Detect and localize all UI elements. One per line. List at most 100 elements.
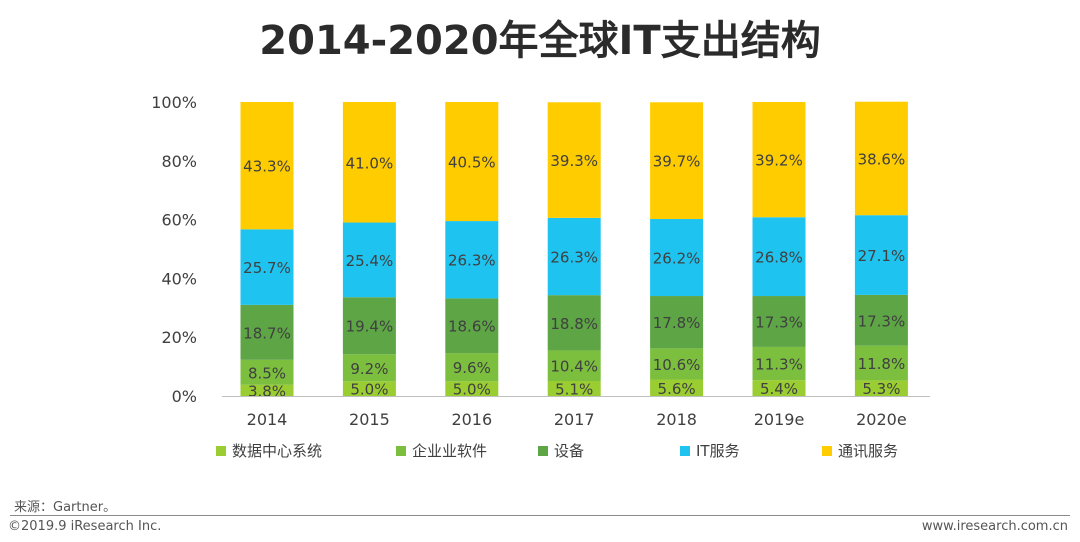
x-tick-label: 2017 [554, 410, 595, 429]
bar-segment [445, 298, 499, 354]
data-label: 25.7% [243, 259, 291, 277]
bar-segment [445, 102, 499, 222]
bar-segment [445, 353, 499, 382]
data-label: 10.6% [653, 356, 701, 374]
website-text: www.iresearch.com.cn [921, 519, 1068, 534]
bar-segment [752, 102, 806, 218]
x-tick-label: 2015 [349, 410, 390, 429]
data-label: 10.4% [550, 358, 598, 376]
stacked-bar-chart: 0% 20% 40% 60% 80% 100% 3.8%8.5% 18.7% 25.7% 43.… [151, 93, 930, 460]
bar-segment [650, 296, 704, 349]
data-label: 40.5% [448, 154, 496, 172]
legend-label: 数据中心系统 [232, 442, 322, 460]
bar-segment [547, 295, 601, 351]
legend-swatch [538, 446, 548, 456]
data-label: 38.6% [858, 150, 906, 168]
bar-segment [547, 381, 601, 396]
y-tick-label: 80% [161, 152, 197, 171]
bar-segment [342, 222, 396, 298]
data-label: 26.3% [448, 252, 496, 270]
data-label: 5.4% [760, 380, 798, 398]
data-label: 39.3% [550, 152, 598, 170]
data-label: 9.6% [453, 359, 491, 377]
bar-segment [342, 102, 396, 223]
bar-segment [547, 350, 601, 382]
data-label: 18.6% [448, 318, 496, 336]
data-label: 3.8% [248, 382, 286, 400]
bar-segment [854, 380, 908, 396]
data-label: 43.3% [243, 158, 291, 176]
x-tick-label: 2016 [451, 410, 492, 429]
y-tick-label: 100% [151, 93, 197, 112]
y-tick-label: 40% [161, 269, 197, 288]
data-label: 39.2% [755, 152, 803, 170]
bar-segment [650, 219, 704, 297]
data-label: 5.0% [453, 381, 491, 399]
legend-swatch [216, 446, 226, 456]
data-label: 18.7% [243, 324, 291, 342]
data-label: 11.3% [755, 356, 803, 374]
bar-segment [752, 296, 806, 347]
data-label: 26.8% [755, 249, 803, 267]
bar-segment [650, 379, 704, 396]
bars: 3.8%8.5% 18.7% 25.7% 43.3% 5.0% 9.2% 19.4% 25.4… [240, 101, 908, 400]
x-tick-label: 2020e [856, 410, 907, 429]
source-note: 来源：Gartner。 [14, 500, 117, 515]
bar-segment [650, 102, 704, 220]
bar-segment [240, 102, 294, 230]
data-label: 5.6% [658, 380, 696, 398]
bar-segment [445, 381, 499, 396]
x-tick-label: 2019e [754, 410, 805, 429]
data-label: 41.0% [346, 154, 394, 172]
legend: 数据中心系统 企业业软件 设备 IT服务 通讯服务 [216, 442, 898, 460]
bar-segment [240, 229, 294, 305]
bar-segment [342, 354, 396, 382]
legend-swatch [822, 446, 832, 456]
legend-swatch [396, 446, 406, 456]
y-tick-label: 20% [161, 328, 197, 347]
copyright-text: ©2019.9 iResearch Inc. [8, 519, 162, 534]
legend-label: IT服务 [696, 442, 740, 460]
legend-label: 通讯服务 [838, 442, 898, 460]
footer-divider [10, 515, 1070, 516]
y-tick-label: 60% [161, 211, 197, 230]
chart-title: 2014-2020年全球IT支出结构 [259, 18, 821, 64]
data-label: 18.8% [550, 315, 598, 333]
bar-segment [752, 380, 806, 396]
legend-swatch [680, 446, 690, 456]
bar-segment [342, 381, 396, 396]
x-tick-label: 2018 [656, 410, 697, 429]
data-label: 26.2% [653, 250, 701, 268]
data-label: 27.1% [858, 247, 906, 265]
data-label: 26.3% [550, 248, 598, 266]
bar-segment [342, 297, 396, 355]
bar-segment [854, 215, 908, 295]
data-label: 5.1% [555, 381, 593, 399]
legend-label: 设备 [554, 442, 584, 460]
bar-segment [547, 217, 601, 296]
data-label: 25.4% [346, 252, 394, 270]
y-tick-label: 0% [172, 387, 197, 406]
bar-segment [547, 102, 601, 218]
y-axis: 0% 20% 40% 60% 80% 100% [151, 93, 197, 406]
data-label: 17.3% [858, 312, 906, 330]
bar-segment [445, 221, 499, 299]
bar-segment [240, 359, 294, 385]
bar-segment [854, 345, 908, 381]
x-axis: 2014 2015 2016 2017 2018 2019e 2020e [222, 396, 930, 429]
data-label: 9.2% [350, 360, 388, 378]
bar-segment [752, 217, 806, 297]
bar-segment [854, 294, 908, 346]
data-label: 19.4% [346, 318, 394, 336]
x-tick-label: 2014 [247, 410, 288, 429]
bar-segment [752, 346, 806, 381]
bar-segment [854, 101, 908, 216]
data-label: 5.3% [862, 380, 900, 398]
data-label: 17.3% [755, 313, 803, 331]
data-label: 17.8% [653, 314, 701, 332]
bar-segment [650, 348, 704, 380]
data-label: 11.8% [858, 355, 906, 373]
data-label: 39.7% [653, 153, 701, 171]
data-label: 5.0% [350, 381, 388, 399]
legend-label: 企业业软件 [412, 442, 487, 460]
